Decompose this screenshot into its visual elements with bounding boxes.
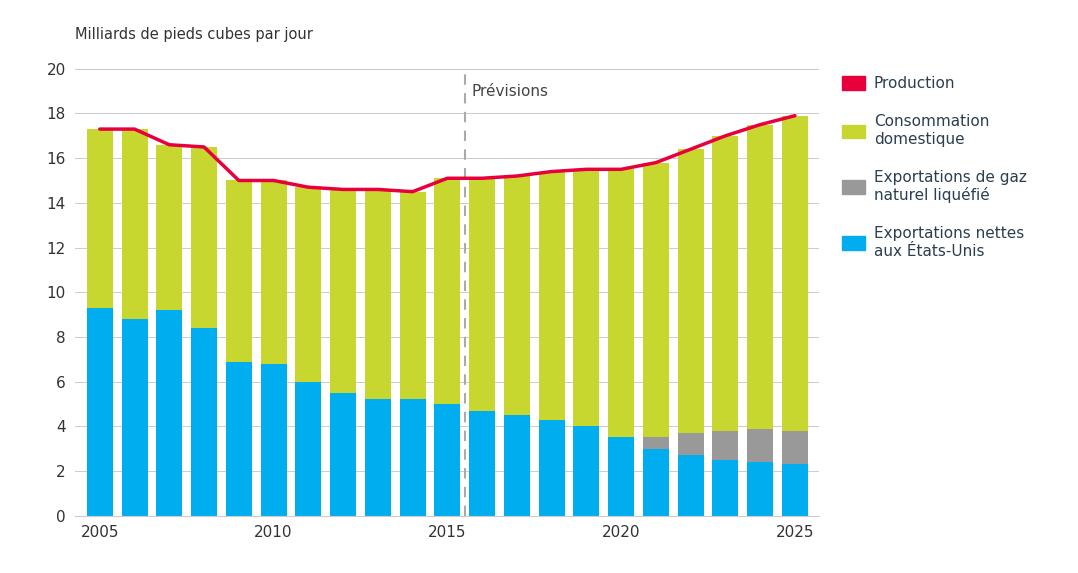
Bar — [434, 404, 460, 516]
Bar — [191, 147, 217, 328]
Bar — [400, 191, 426, 399]
Bar — [364, 399, 391, 516]
Text: Milliards de pieds cubes par jour: Milliards de pieds cubes par jour — [75, 27, 314, 42]
Bar — [539, 419, 565, 516]
Bar — [642, 449, 669, 516]
Bar — [782, 431, 808, 464]
Bar — [225, 362, 252, 516]
Bar — [713, 460, 738, 516]
Bar — [86, 308, 113, 516]
Bar — [678, 456, 704, 516]
Text: Prévisions: Prévisions — [472, 84, 549, 99]
Bar — [747, 462, 773, 516]
Bar — [400, 399, 426, 516]
Bar — [573, 426, 599, 516]
Bar — [225, 180, 252, 362]
Bar — [295, 187, 321, 382]
Bar — [122, 129, 148, 319]
Bar — [503, 415, 530, 516]
Bar — [713, 136, 738, 431]
Bar — [678, 149, 704, 433]
Bar — [295, 382, 321, 516]
Bar — [608, 438, 634, 516]
Bar — [261, 180, 287, 364]
Bar — [503, 176, 530, 415]
Bar — [330, 393, 356, 516]
Bar — [713, 431, 738, 460]
Bar — [330, 190, 356, 393]
Bar — [469, 178, 495, 411]
Bar — [261, 364, 287, 516]
Bar — [156, 145, 182, 310]
Bar — [191, 328, 217, 516]
Legend: Production, Consommation
domestique, Exportations de gaz
naturel liquéfié, Expor: Production, Consommation domestique, Exp… — [842, 76, 1026, 258]
Bar — [539, 171, 565, 419]
Bar — [573, 170, 599, 426]
Bar — [678, 433, 704, 456]
Bar — [608, 170, 634, 438]
Bar — [782, 116, 808, 431]
Bar — [642, 163, 669, 438]
Bar — [782, 464, 808, 516]
Bar — [747, 125, 773, 429]
Bar — [156, 310, 182, 516]
Bar — [122, 319, 148, 516]
Bar — [747, 429, 773, 462]
Bar — [434, 178, 460, 404]
Bar — [642, 438, 669, 449]
Bar — [86, 129, 113, 308]
Bar — [469, 411, 495, 516]
Bar — [364, 190, 391, 399]
